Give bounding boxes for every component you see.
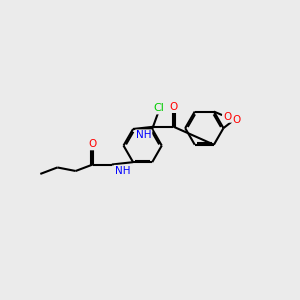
Text: Cl: Cl — [153, 103, 164, 113]
Text: O: O — [223, 112, 231, 122]
Text: NH: NH — [115, 166, 130, 176]
Text: O: O — [169, 102, 178, 112]
Text: NH: NH — [136, 130, 152, 140]
Text: O: O — [88, 140, 97, 149]
Text: O: O — [232, 115, 241, 125]
